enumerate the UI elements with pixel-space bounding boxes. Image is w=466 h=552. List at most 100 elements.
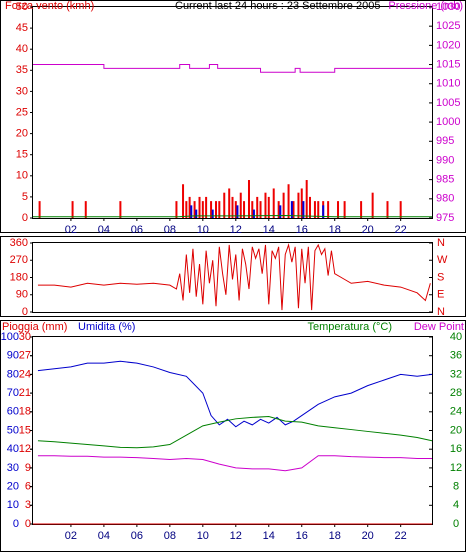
- y-axis-title: Pioggia (mm): [2, 321, 67, 333]
- bar: [251, 201, 254, 218]
- x-tick-label: 06: [131, 530, 143, 542]
- bar: [279, 205, 282, 218]
- bar: [195, 209, 198, 218]
- y-tick-label: 30: [16, 85, 28, 97]
- y2-tick-label: N: [437, 306, 445, 318]
- y2-tick-label: 40: [7, 443, 19, 455]
- x-tick-label: 10: [197, 530, 209, 542]
- bar: [247, 180, 250, 218]
- y2-tick-label: 1020: [436, 39, 460, 51]
- bar: [211, 209, 214, 218]
- bar: [38, 201, 41, 218]
- y-tick-label: 27: [19, 350, 31, 362]
- bar: [234, 201, 237, 218]
- y2-tick-label: 985: [436, 174, 454, 186]
- y3-tick-label: 12: [450, 462, 462, 474]
- bar: [360, 201, 363, 218]
- x-tick-label: 10: [197, 224, 209, 236]
- x-tick-label: 18: [329, 530, 341, 542]
- x-tick-label: 18: [329, 224, 341, 236]
- y-tick-label: 35: [16, 64, 28, 76]
- bar: [231, 196, 234, 218]
- y-tick-label: 3: [25, 499, 31, 511]
- bar: [292, 201, 295, 218]
- y-tick-label: 360: [10, 237, 28, 249]
- data-line: [33, 214, 432, 218]
- y-tick-label: 50: [16, 1, 28, 13]
- bar: [185, 201, 188, 218]
- y2-tick-label: 975: [436, 212, 454, 224]
- y-tick-label: 18: [19, 406, 31, 418]
- y2-tick-label: 1010: [436, 78, 460, 90]
- bar: [228, 188, 231, 218]
- bar: [282, 192, 285, 218]
- y-tick-label: 0: [25, 518, 31, 530]
- y-tick-label: 10: [16, 170, 28, 182]
- bar: [218, 201, 221, 218]
- y-tick-label: 21: [19, 387, 31, 399]
- y3-tick-label: 4: [453, 499, 459, 511]
- y-axis-title: Forza vento (kmh): [5, 0, 94, 12]
- y-tick-label: 25: [16, 106, 28, 118]
- data-line: [37, 360, 433, 428]
- bar: [84, 201, 87, 218]
- y-tick-label: 9: [25, 462, 31, 474]
- bar: [302, 201, 305, 218]
- y2-tick-label: 995: [436, 135, 454, 147]
- bar: [71, 201, 74, 218]
- y2-tick-label: 60: [7, 406, 19, 418]
- y-tick-label: 15: [19, 424, 31, 436]
- bar: [399, 201, 402, 218]
- bar: [198, 196, 201, 218]
- y2-tick-label: 30: [7, 462, 19, 474]
- y2-tick-label: S: [437, 271, 444, 283]
- bar: [287, 184, 290, 218]
- y-tick-label: 6: [25, 481, 31, 493]
- y-tick-label: 5: [22, 191, 28, 203]
- plot-area: [32, 6, 433, 219]
- y-tick-label: 40: [16, 43, 28, 55]
- bar: [188, 196, 191, 218]
- bar: [239, 192, 242, 218]
- bar: [252, 209, 255, 218]
- x-tick-label: 20: [362, 224, 374, 236]
- bar: [322, 205, 325, 218]
- x-tick-label: 16: [296, 224, 308, 236]
- bar: [267, 196, 270, 218]
- bar: [343, 201, 346, 218]
- y2-tick-label: 10: [7, 499, 19, 511]
- y2-tick-label: 1000: [436, 116, 460, 128]
- bar: [386, 201, 389, 218]
- y2-tick-label: 20: [7, 481, 19, 493]
- chart-title: Current last 24 hours : 23 Settembre 200…: [175, 0, 380, 12]
- y2-tick-label: 100: [1, 331, 19, 343]
- y-tick-label: 270: [10, 254, 28, 266]
- y3-tick-label: 16: [450, 443, 462, 455]
- x-tick-label: 02: [65, 224, 77, 236]
- bar: [182, 184, 185, 218]
- x-tick-label: 04: [98, 224, 110, 236]
- bar: [210, 201, 213, 218]
- x-tick-label: 02: [65, 530, 77, 542]
- bar: [317, 201, 320, 218]
- x-tick-label: 22: [395, 224, 407, 236]
- bar: [305, 180, 308, 218]
- bar: [308, 196, 311, 218]
- data-line: [37, 415, 433, 449]
- x-tick-label: 12: [230, 530, 242, 542]
- bar: [201, 201, 204, 218]
- bar: [313, 201, 316, 218]
- y-tick-label: 30: [19, 331, 31, 343]
- bar: [371, 192, 374, 218]
- y2-axis-title: Umidita (%): [78, 321, 135, 333]
- bar: [205, 196, 208, 218]
- y-tick-label: 180: [10, 271, 28, 283]
- y3-tick-label: 0: [453, 518, 459, 530]
- y2-axis-title: Pressione (mb): [388, 0, 463, 12]
- y2-tick-label: 0: [13, 518, 19, 530]
- y-tick-label: 24: [19, 368, 31, 380]
- data-line: [33, 64, 432, 73]
- y2-tick-label: 70: [7, 387, 19, 399]
- bar: [337, 201, 340, 218]
